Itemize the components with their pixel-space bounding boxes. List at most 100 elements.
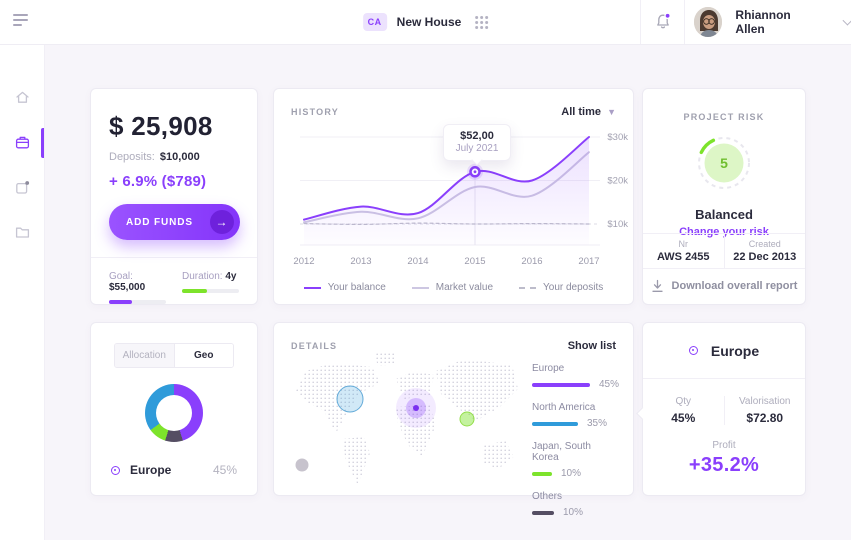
tooltip-date: July 2021 xyxy=(455,143,499,154)
goal-progress-fill xyxy=(109,300,133,304)
region-marker-icon xyxy=(688,346,698,355)
map-bubble-others[interactable] xyxy=(295,458,309,472)
region-percent: 10% xyxy=(561,468,582,479)
box-dot-icon xyxy=(16,181,30,194)
region-bar xyxy=(532,471,552,476)
selected-region-label: Europe xyxy=(130,463,172,477)
tab-geo[interactable]: Geo xyxy=(173,344,233,367)
svg-text:2016: 2016 xyxy=(521,256,542,267)
project-number-cell: Nr AWS 2455 xyxy=(643,234,724,268)
project-badge: CA xyxy=(362,13,387,31)
legend-swatch xyxy=(303,287,321,289)
sidebar-item-home[interactable] xyxy=(14,89,31,106)
change-risk-link[interactable]: Change your risk xyxy=(679,226,769,238)
valorisation-label: Valorisation xyxy=(738,396,791,407)
region-label: Japan, South Korea xyxy=(532,441,591,463)
map-bubble-north-america[interactable] xyxy=(336,385,364,413)
donut-hole xyxy=(156,395,192,431)
svg-text:2012: 2012 xyxy=(293,256,314,267)
region-legend-row: North America 35% xyxy=(532,402,620,429)
details-title: DETAILS xyxy=(291,341,338,351)
created-value: 22 Dec 2013 xyxy=(733,251,797,263)
nr-label: Nr xyxy=(678,239,689,249)
show-list-button[interactable]: Show list xyxy=(567,340,616,352)
goal-label: Goal: xyxy=(109,271,133,282)
time-range-value: All time xyxy=(561,106,602,118)
legend-item: Market value xyxy=(411,282,494,293)
profit-block: Profit +35.2% xyxy=(643,440,805,477)
deposits-line: Deposits: $10,000 xyxy=(109,151,239,163)
svg-text:$10k: $10k xyxy=(607,219,628,230)
chevron-down-icon xyxy=(842,15,851,26)
user-menu[interactable]: Rhiannon Allen xyxy=(694,7,851,37)
sidebar-active-indicator xyxy=(41,128,44,158)
region-legend-row: Europe 45% xyxy=(532,363,620,390)
profit-value: +35.2% xyxy=(688,454,760,476)
history-chart: $30k $20k $10k 2012 2013 2014 2015 2016 2017 xyxy=(293,132,628,267)
duration-progress-track xyxy=(182,289,239,293)
goal-value: $55,000 xyxy=(109,282,146,293)
goal-progress: Goal: $55,000 xyxy=(109,271,166,304)
notifications-button[interactable] xyxy=(653,12,673,32)
region-percent: 10% xyxy=(563,507,584,518)
selection-card: Europe Qty 45% Valorisation $72.80 Profi… xyxy=(636,322,806,496)
svg-text:2015: 2015 xyxy=(464,256,485,267)
selection-region-name: Europe xyxy=(710,342,760,359)
region-label: North America xyxy=(532,402,596,413)
legend-swatch xyxy=(519,287,537,289)
history-card: HISTORY All time ▼ $30k $20k $10k 2012 2013 2… xyxy=(273,88,634,305)
selected-region-percent: 45% xyxy=(212,463,237,477)
menu-icon[interactable] xyxy=(13,14,31,30)
map-continents xyxy=(296,352,518,485)
svg-text:$30k: $30k xyxy=(607,132,628,143)
risk-level: Balanced xyxy=(695,207,753,222)
download-report-button[interactable]: Download overall report xyxy=(643,268,805,304)
balance-amount: $ 25,908 xyxy=(109,111,213,141)
chart-legend: Your balance Market value Your deposits xyxy=(274,282,633,293)
download-icon xyxy=(651,279,663,292)
topbar-divider xyxy=(640,0,641,44)
time-range-selector[interactable]: All time ▼ xyxy=(561,106,616,118)
legend-label: Market value xyxy=(435,282,494,293)
sidebar xyxy=(0,0,45,540)
nr-value: AWS 2455 xyxy=(656,251,710,263)
created-label: Created xyxy=(748,239,781,249)
map-bubble-japan-south-korea[interactable] xyxy=(459,411,475,427)
valorisation-value: $72.80 xyxy=(746,411,784,425)
selected-region-row: Europe 45% xyxy=(91,463,257,477)
donut-chart xyxy=(145,384,203,442)
risk-gauge: 5 xyxy=(698,137,750,189)
region-label: Europe xyxy=(532,363,565,374)
sidebar-item-portfolio[interactable] xyxy=(14,134,31,151)
add-funds-button[interactable]: ADD FUNDS → xyxy=(109,204,240,240)
allocation-card: Allocation Geo Europe 45% xyxy=(90,322,258,496)
briefcase-icon xyxy=(15,136,30,149)
project-risk-title: PROJECT RISK xyxy=(683,112,765,122)
notification-badge xyxy=(664,12,671,20)
region-percent: 35% xyxy=(587,418,608,429)
bell-icon xyxy=(657,12,671,29)
avatar xyxy=(694,7,723,37)
duration-label: Duration: xyxy=(182,271,223,282)
project-switcher[interactable]: CA New House xyxy=(362,0,489,44)
details-card: DETAILS Show list xyxy=(273,322,634,518)
legend-label: Your balance xyxy=(327,282,386,293)
world-map xyxy=(295,352,518,485)
map-bubble-europe[interactable] xyxy=(396,388,436,428)
svg-text:2013: 2013 xyxy=(350,256,371,267)
risk-score: 5 xyxy=(720,155,728,171)
tab-allocation[interactable]: Allocation xyxy=(115,344,174,367)
home-icon xyxy=(16,91,29,103)
sidebar-item-transfer[interactable] xyxy=(14,179,31,196)
regions-legend: Europe 45% North America 35% Japan, South Ko… xyxy=(532,363,620,530)
qty-value: 45% xyxy=(671,411,696,425)
region-bar xyxy=(532,421,578,426)
allocation-tabs: Allocation Geo xyxy=(114,343,234,368)
region-legend-row: Japan, South Korea 10% xyxy=(532,441,620,479)
qty-cell: Qty 45% xyxy=(643,396,724,425)
deposits-label: Deposits: xyxy=(109,151,155,163)
sidebar-item-documents[interactable] xyxy=(14,224,31,241)
region-label: Others xyxy=(532,491,563,502)
apps-grid-icon[interactable] xyxy=(475,15,489,29)
